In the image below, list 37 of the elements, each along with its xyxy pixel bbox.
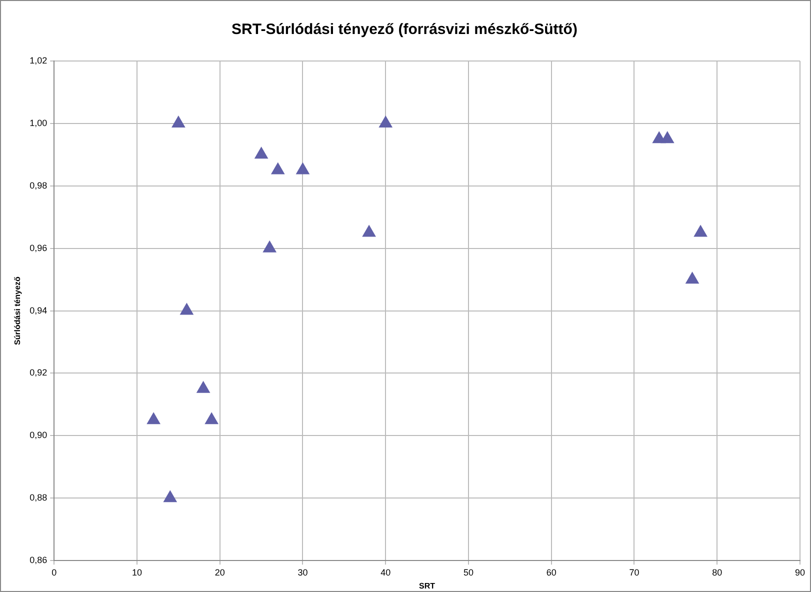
x-tick-label: 60 bbox=[546, 567, 556, 578]
point bbox=[172, 116, 185, 128]
point bbox=[271, 162, 284, 174]
y-tick-label: 0,92 bbox=[30, 368, 48, 378]
y-tick-label: 1,02 bbox=[30, 55, 48, 66]
x-tick-label: 90 bbox=[794, 567, 806, 578]
y-tick-label: 0,94 bbox=[30, 305, 48, 316]
point bbox=[694, 225, 708, 237]
x-tick-label: 20 bbox=[214, 567, 225, 578]
y-tick-label: 1,00 bbox=[30, 118, 48, 128]
x-tick-label: 10 bbox=[132, 567, 142, 578]
point bbox=[164, 490, 177, 502]
point bbox=[296, 162, 310, 174]
x-tick-label: 70 bbox=[629, 567, 640, 578]
x-tick-label: 30 bbox=[298, 567, 308, 578]
point bbox=[362, 225, 376, 237]
x-tick-label: 40 bbox=[380, 567, 391, 578]
x-tick-label: 50 bbox=[463, 567, 474, 578]
x-tick-label: 80 bbox=[712, 567, 722, 578]
x-axis-title: SRT bbox=[419, 581, 436, 590]
point bbox=[660, 132, 674, 144]
point bbox=[254, 147, 268, 159]
point bbox=[686, 272, 699, 284]
point bbox=[379, 116, 392, 128]
chart-title: SRT-Súrlódási tényező (forrásvizi mészkő-Süttő) bbox=[232, 21, 578, 38]
point bbox=[263, 240, 276, 252]
point bbox=[180, 303, 194, 315]
y-tick-label: 0,90 bbox=[30, 430, 48, 440]
point bbox=[205, 412, 218, 424]
point bbox=[147, 412, 160, 424]
y-tick-label: 0,96 bbox=[30, 242, 48, 253]
point bbox=[196, 381, 210, 393]
y-tick-label: 0,86 bbox=[30, 555, 48, 566]
x-tick-label: 0 bbox=[52, 567, 57, 578]
y-tick-label: 0,88 bbox=[30, 492, 48, 503]
y-tick-label: 0,98 bbox=[30, 180, 48, 190]
y-axis-title: Súrlódási tényező bbox=[13, 276, 22, 346]
